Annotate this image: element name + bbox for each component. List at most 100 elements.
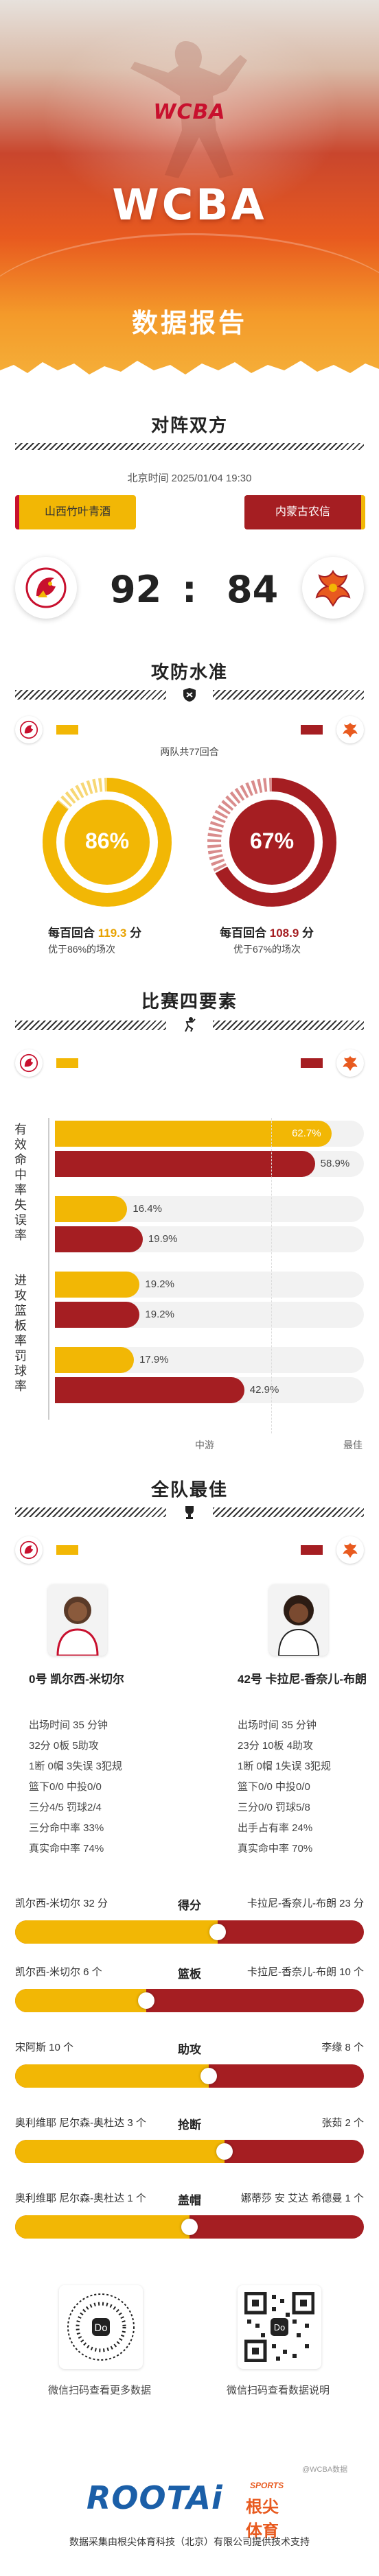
home-factor-bar	[55, 1347, 135, 1373]
player-stat-line: 真实命中率 70%	[238, 1843, 313, 1855]
leader-home: 凯尔西-米切尔 32 分	[15, 1898, 108, 1909]
leader-bar-marker	[181, 2219, 198, 2235]
home-factor-value: 17.9%	[139, 1354, 169, 1365]
leader-bar-marker	[200, 2068, 218, 2084]
away-color-swatch	[301, 1058, 323, 1068]
away-factor-value: 42.9%	[249, 1384, 279, 1396]
leader-away: 张茹 2 个	[321, 2117, 364, 2129]
phoenix-logo-icon	[315, 569, 351, 607]
away-score: 84	[227, 568, 279, 611]
phoenix-logo-icon	[343, 722, 358, 738]
per100-label: 每百回合	[220, 927, 266, 940]
dragon-logo-icon	[19, 1053, 38, 1073]
rootai-brand-logo: ROOTAi SPORTS 根尖体育	[87, 2479, 292, 2540]
hero-glow	[41, 14, 343, 219]
qr-code-data-explain[interactable]: Do	[238, 2285, 321, 2369]
leader-bar	[15, 1920, 364, 1944]
section-divider-right	[213, 1507, 364, 1517]
home-per100-value: 119.3	[97, 927, 127, 940]
player-stat-line: 出手占有率 24%	[238, 1822, 313, 1834]
dragon-logo-icon	[19, 720, 38, 739]
phoenix-logo-icon	[343, 1542, 358, 1558]
factor-label: 失误率	[14, 1198, 27, 1242]
section-title-best: 全队最佳	[150, 1479, 228, 1500]
leader-home: 凯尔西-米切尔 6 个	[15, 1966, 102, 1978]
away-factor-bar	[55, 1226, 143, 1252]
away-per100-value: 108.9	[269, 927, 299, 940]
footer-note: 数据采集由根尖体育科技（北京）有限公司提供技术支持	[69, 2536, 310, 2547]
per100-label: 每百回合	[48, 927, 95, 940]
player-stat-line: 出场时间 35 分钟	[29, 1719, 108, 1731]
away-factor-value: 19.2%	[145, 1309, 174, 1320]
leader-category: 篮板	[178, 1968, 201, 1981]
home-color-swatch	[56, 1058, 78, 1068]
home-offense-arc	[43, 778, 172, 907]
home-better-than: 优于86%的场次	[48, 944, 116, 955]
home-team-name: 山西竹叶青酒	[15, 495, 136, 529]
factor-label: 进攻篮板率	[14, 1274, 27, 1348]
phoenix-logo-icon	[343, 1056, 358, 1071]
away-team-name: 内蒙古农信	[244, 495, 365, 529]
leader-bar-home-fill	[15, 2215, 190, 2239]
brand-sports: SPORTS	[250, 2481, 284, 2490]
home-factor-bar	[55, 1196, 128, 1222]
player-dunk-icon	[185, 1017, 196, 1032]
section-title-matchup: 对阵双方	[150, 415, 228, 436]
section-title-four-factors: 比赛四要素	[141, 991, 238, 1012]
qr-code-icon: Do	[67, 2293, 135, 2361]
away-player-name: 42号 卡拉尼-香奈儿-布朗	[238, 1673, 367, 1686]
player-stat-line: 篮下0/0 中投0/0	[238, 1781, 310, 1793]
leader-bar-marker	[209, 1924, 226, 1940]
per100-unit: 分	[302, 927, 314, 940]
leader-bar-home-fill	[15, 2064, 209, 2088]
shield-icon	[183, 688, 196, 702]
home-factor-value: 62.7%	[292, 1128, 321, 1139]
away-factor-bar	[55, 1302, 140, 1328]
section-divider-left	[15, 1507, 166, 1517]
svg-text:Do: Do	[94, 2323, 107, 2334]
home-offense-donut	[43, 778, 172, 907]
away-team-logo	[302, 557, 364, 619]
leader-category: 抢断	[178, 2119, 201, 2132]
player-stat-line: 23分 10板 4助攻	[238, 1740, 314, 1752]
leader-away: 卡拉尼-香奈儿-布朗 10 个	[246, 1966, 364, 1978]
home-team-logo	[15, 557, 77, 619]
qr-code-more-data[interactable]: Do	[59, 2285, 143, 2369]
leader-bar-home-fill	[15, 2140, 225, 2163]
home-team-chip	[15, 1049, 43, 1077]
hero-banner: WCBA WCBA 数据报告	[0, 0, 379, 384]
player-portrait-icon	[48, 1584, 107, 1656]
mid-guideline	[271, 1118, 272, 1433]
away-factor-value: 58.9%	[320, 1158, 350, 1169]
away-offense-donut	[207, 778, 336, 907]
leader-bar-home-fill	[15, 1989, 146, 2012]
away-color-swatch	[301, 725, 323, 735]
watermark: @WCBA数据	[302, 2466, 348, 2474]
player-stat-line: 32分 0板 5助攻	[29, 1740, 99, 1752]
leader-away: 李缘 8 个	[321, 2042, 364, 2053]
away-team-chip	[336, 1536, 364, 1564]
section-divider-left	[15, 690, 166, 700]
section-title-offdef: 攻防水准	[150, 662, 228, 682]
leader-category: 得分	[178, 1899, 201, 1912]
leader-bar-home-fill	[15, 1920, 218, 1944]
player-silhouette-icon	[130, 41, 247, 178]
home-player-name: 0号 凯尔西-米切尔	[29, 1673, 124, 1686]
wcba-logo-text: WCBA	[153, 100, 226, 124]
per100-unit: 分	[130, 927, 142, 940]
away-factor-value: 19.9%	[148, 1233, 178, 1245]
section-divider	[15, 443, 364, 450]
leader-bar	[15, 2140, 364, 2163]
brand-en: ROOTAi	[87, 2479, 223, 2516]
leader-away: 娜蒂莎 安 艾达 希德曼 1 个	[240, 2193, 364, 2204]
section-divider-right	[213, 1021, 364, 1030]
player-stat-line: 三分命中率 33%	[29, 1822, 104, 1834]
trophy-icon	[185, 1506, 194, 1519]
leader-home: 宋阿斯 10 个	[15, 2042, 74, 2053]
player-stat-line: 1断 0帽 3失误 3犯规	[29, 1761, 122, 1772]
player-portrait-icon	[269, 1584, 328, 1656]
player-stat-line: 篮下0/0 中投0/0	[29, 1781, 102, 1793]
home-team-chip	[15, 716, 43, 743]
axis-best-label: 最佳	[343, 1440, 363, 1451]
svg-text:Do: Do	[274, 2323, 286, 2333]
